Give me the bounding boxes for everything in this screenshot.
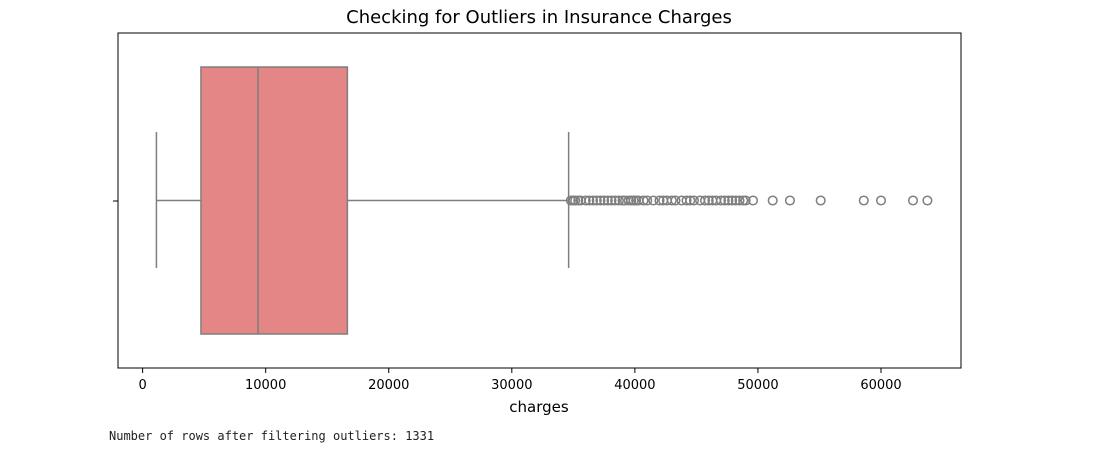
outlier-point: [606, 195, 617, 206]
x-tick-label: 30000: [491, 378, 532, 393]
outlier-point: [570, 195, 581, 206]
outlier-point: [610, 195, 621, 206]
outlier-point: [875, 195, 887, 206]
outlier-point: [784, 195, 795, 206]
outlier-point: [727, 195, 738, 206]
x-tick-label: 50000: [737, 378, 778, 393]
outlier-point: [638, 195, 649, 206]
outlier-point: [670, 195, 681, 206]
x-axis: 0 10000 20000 30000 40000 50000 60000: [138, 368, 902, 393]
boxplot-chart: Checking for Outliers in Insurance Charg…: [113, 7, 962, 416]
outlier-point: [595, 195, 606, 206]
chart-title: Checking for Outliers in Insurance Charg…: [346, 7, 732, 28]
x-tick-label: 10000: [245, 378, 286, 393]
outlier-point: [685, 195, 696, 206]
outlier-point: [666, 195, 677, 206]
outlier-point: [613, 195, 624, 206]
outlier-point: [642, 195, 653, 206]
outlier-point: [688, 195, 699, 206]
outlier-point: [747, 195, 759, 206]
x-axis-label: charges: [509, 398, 569, 416]
x-tick-label: 60000: [860, 378, 901, 393]
outlier-point: [922, 195, 933, 206]
outlier-point: [591, 195, 602, 206]
outlier-point: [584, 195, 595, 206]
outlier-point: [907, 195, 919, 206]
outlier-point: [580, 195, 591, 206]
outlier-point: [740, 195, 751, 206]
outlier-point: [858, 195, 869, 206]
outlier-point: [699, 195, 711, 206]
outlier-point: [719, 195, 730, 206]
outlier-point: [648, 195, 659, 206]
outlier-point: [602, 195, 613, 206]
outlier-point: [599, 195, 610, 206]
outlier-point: [815, 195, 826, 206]
x-tick-label: 0: [138, 378, 146, 393]
outlier-point: [730, 195, 741, 206]
outlier-point: [723, 195, 734, 206]
outlier-point: [587, 195, 599, 206]
outlier-point: [715, 195, 727, 206]
outlier-point: [681, 195, 692, 206]
plot-area: [155, 66, 933, 335]
iqr-box: [200, 66, 349, 335]
x-tick-label: 20000: [368, 378, 409, 393]
outlier-point: [654, 195, 665, 206]
outlier-point: [703, 195, 714, 206]
console-output: Number of rows after filtering outliers:…: [109, 429, 435, 443]
outlier-point: [734, 195, 745, 206]
x-tick-label: 40000: [614, 378, 655, 393]
outlier-point: [767, 195, 778, 206]
